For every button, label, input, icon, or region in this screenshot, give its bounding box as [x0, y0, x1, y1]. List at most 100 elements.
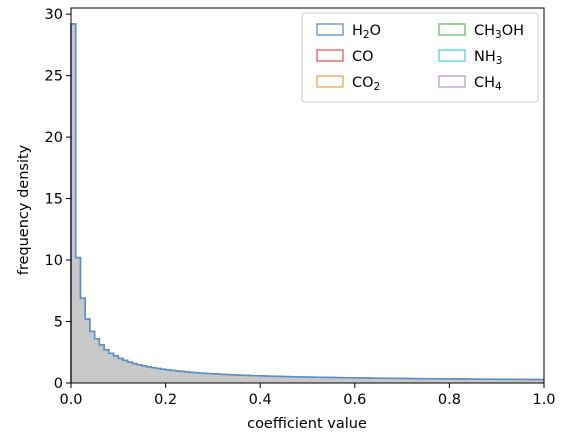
legend-label: H2O: [352, 23, 381, 41]
histogram-bar: [368, 378, 375, 383]
histogram-bar: [108, 353, 114, 383]
legend-label: CH4: [474, 75, 502, 93]
histogram-bar: [392, 378, 398, 383]
histogram-bar: [260, 375, 266, 383]
histogram-bar: [444, 378, 450, 383]
legend-swatch: [438, 23, 466, 36]
histogram-bar: [288, 376, 294, 383]
histogram-bar: [127, 362, 133, 383]
x-tick-label: 0.6: [343, 392, 366, 408]
histogram-bar: [373, 378, 379, 383]
histogram-bar: [160, 369, 166, 383]
legend: H2O CO CO2 CH3OH NH3 CH4: [301, 12, 539, 103]
histogram-bar: [71, 23, 77, 383]
histogram-bar: [208, 373, 214, 383]
plot-area: [70, 23, 545, 383]
histogram-bar: [454, 378, 460, 383]
histogram-bar: [184, 371, 190, 383]
histogram-bar: [132, 363, 138, 383]
histogram-bar: [397, 378, 403, 383]
histogram-bar: [80, 298, 86, 383]
histogram-bar: [179, 371, 185, 383]
histogram-bar: [411, 378, 417, 383]
histogram-bar: [364, 378, 370, 383]
histogram-bar: [425, 378, 431, 383]
histogram-bar: [241, 375, 247, 383]
y-tick-label: 25: [45, 69, 63, 85]
y-tick-label: 10: [45, 253, 63, 269]
histogram-bar: [331, 377, 337, 383]
legend-swatch: [316, 23, 344, 36]
series-line-0: [70, 23, 544, 383]
histogram-bar: [222, 374, 228, 383]
histogram-bar: [85, 319, 91, 383]
x-tick-label: 0.2: [154, 392, 177, 408]
histogram-bar: [141, 365, 147, 383]
histogram-bar: [506, 379, 512, 383]
histogram-bar: [75, 257, 81, 383]
histogram-bar: [137, 364, 143, 383]
histogram-bar: [151, 367, 157, 383]
histogram-bar: [501, 379, 507, 383]
histogram-bar: [416, 378, 422, 383]
histogram-bar: [255, 375, 261, 383]
histogram-bar: [487, 379, 493, 383]
histogram-bar: [316, 377, 322, 383]
y-tick-label: 20: [45, 130, 63, 146]
histogram-bar: [345, 377, 351, 383]
histogram-bar: [94, 338, 100, 383]
histogram-bar: [430, 378, 436, 383]
axes-frame: [70, 7, 545, 384]
histogram-bar: [298, 376, 304, 383]
histogram-bar: [165, 369, 171, 383]
histogram-bar: [175, 370, 181, 383]
histogram-bar: [421, 378, 427, 383]
histogram-bar: [406, 378, 412, 383]
histogram-bar: [477, 379, 483, 383]
y-axis-label: frequency density: [16, 144, 32, 275]
legend-swatch: [316, 75, 344, 88]
histogram-bar: [283, 376, 289, 383]
histogram-bar: [496, 379, 502, 383]
legend-label: CO: [352, 49, 374, 65]
histogram-bar: [104, 349, 110, 383]
histogram-bar: [227, 374, 233, 383]
legend-swatch: [438, 49, 466, 62]
histogram-bar: [118, 358, 124, 383]
histogram-bar: [189, 372, 195, 383]
y-tick-label: 15: [45, 192, 63, 208]
histogram-bar: [491, 379, 497, 383]
histogram-bar: [335, 377, 341, 383]
histogram-bar: [307, 377, 313, 383]
histogram-bar: [321, 377, 327, 383]
histogram-bar: [378, 378, 384, 383]
histogram-bar: [123, 360, 129, 383]
histogram-bar: [312, 377, 318, 383]
histogram-bar: [458, 378, 464, 383]
histogram-bar: [449, 378, 455, 383]
histogram-bar: [293, 376, 299, 383]
histogram-bar: [264, 376, 270, 383]
histogram-bar: [534, 379, 540, 383]
histogram-bar: [269, 376, 275, 383]
histogram-bar: [473, 379, 479, 383]
legend-swatch: [316, 49, 344, 62]
histogram-bar: [359, 377, 365, 383]
histogram-bar: [193, 372, 200, 383]
histogram-bar: [350, 377, 356, 383]
y-tick-label: 30: [45, 7, 63, 23]
histogram-bar: [482, 379, 488, 383]
histogram-bar: [217, 374, 223, 383]
histogram-bar: [156, 368, 162, 383]
x-tick-label: 0.8: [438, 392, 461, 408]
histogram-bar: [250, 375, 256, 383]
histogram-bar: [170, 370, 176, 383]
legend-swatch: [438, 75, 466, 88]
histogram-bar: [236, 375, 242, 383]
legend-box: [301, 12, 539, 103]
histogram-bar: [510, 379, 516, 383]
histogram-bar: [340, 377, 346, 383]
x-tick-label: 0.0: [59, 392, 82, 408]
histogram-bar: [203, 373, 209, 383]
